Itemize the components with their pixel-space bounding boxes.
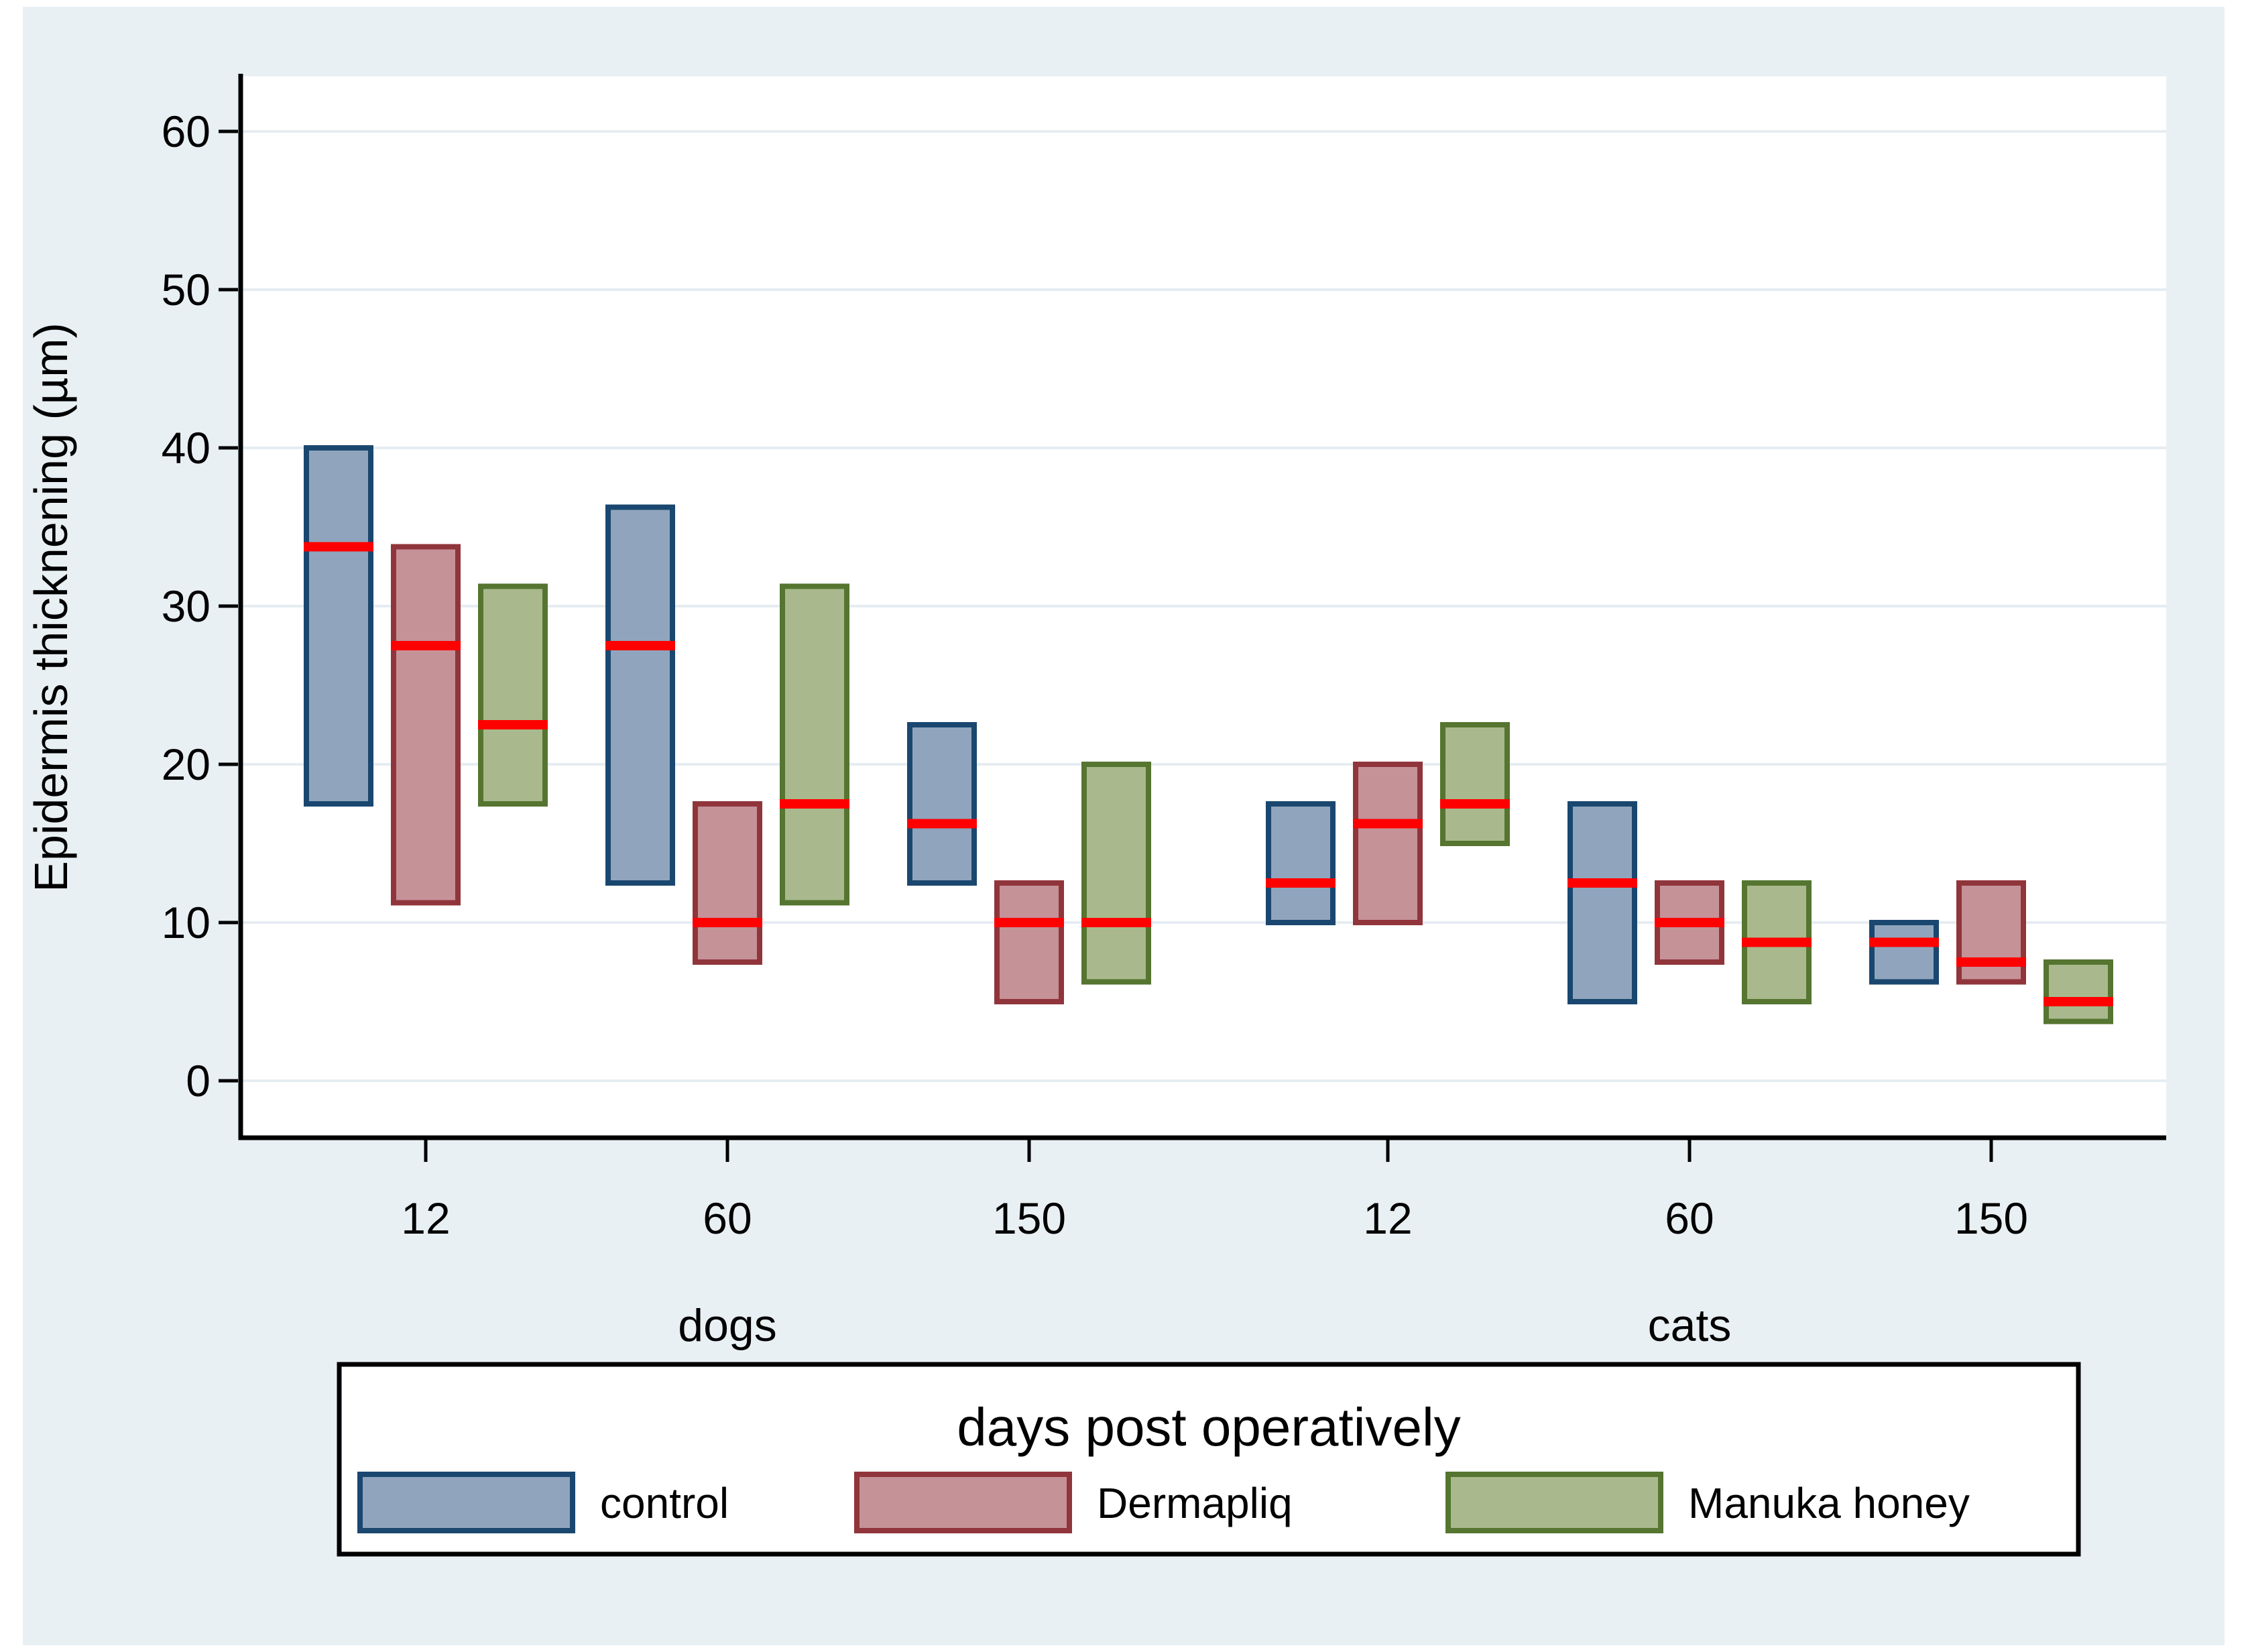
legend-swatch-manuka-honey <box>1445 1472 1663 1533</box>
median-line-manuka-honey-cats-60 <box>1742 937 1812 947</box>
median-line-manuka-honey-dogs-12 <box>478 720 548 729</box>
bar-manuka-honey-cats-12 <box>1440 722 1510 846</box>
bar-control-dogs-150 <box>907 722 977 886</box>
legend-label-dermapliq: Dermapliq <box>1097 1479 1293 1527</box>
axes <box>238 74 2166 1140</box>
median-line-dermapliq-cats-60 <box>1655 918 1724 927</box>
median-line-control-dogs-12 <box>304 542 373 552</box>
median-line-control-cats-150 <box>1869 937 1939 947</box>
legend-title: days post operatively <box>957 1397 1461 1457</box>
median-line-manuka-honey-cats-12 <box>1440 799 1510 809</box>
legend-label-manuka-honey: Manuka honey <box>1688 1479 1970 1527</box>
legend: days post operatively control Dermapliq Ma… <box>337 1362 2081 1557</box>
y-tick-label: 40 <box>162 423 211 473</box>
bar-manuka-honey-dogs-60 <box>780 583 849 906</box>
x-tick-label: 150 <box>1954 1193 2028 1243</box>
median-line-control-dogs-60 <box>605 641 675 650</box>
bar-control-cats-60 <box>1567 801 1637 1004</box>
bars <box>304 445 2113 1024</box>
median-line-manuka-honey-dogs-150 <box>1081 918 1151 927</box>
median-line-dermapliq-cats-150 <box>1956 957 2026 967</box>
median-line-control-cats-12 <box>1266 878 1336 888</box>
x-ticks: 12 60 150 12 60 150 <box>401 1140 2028 1243</box>
x-tick-label: 60 <box>1665 1193 1714 1243</box>
median-line-dermapliq-dogs-150 <box>994 918 1064 927</box>
x-tick-label: 60 <box>703 1193 752 1243</box>
bar-dermapliq-dogs-12 <box>391 544 461 906</box>
bar-manuka-honey-cats-150 <box>2044 959 2113 1024</box>
y-tick-label: 0 <box>186 1056 211 1106</box>
bar-dermapliq-cats-12 <box>1353 762 1423 925</box>
bar-manuka-honey-dogs-150 <box>1081 762 1151 985</box>
bar-control-cats-150 <box>1869 920 1939 985</box>
x-tick-label: 12 <box>1363 1193 1412 1243</box>
bar-dermapliq-dogs-60 <box>693 801 762 965</box>
x-tick-label: 12 <box>401 1193 450 1243</box>
legend-box <box>337 1362 2081 1557</box>
y-tick-label: 10 <box>162 898 211 947</box>
median-line-control-cats-60 <box>1567 878 1637 888</box>
y-ticks: 0 10 20 30 40 50 60 <box>162 107 238 1106</box>
y-tick-label: 60 <box>162 107 211 156</box>
median-line-dermapliq-dogs-60 <box>693 918 762 927</box>
legend-swatch-control <box>357 1472 575 1533</box>
median-line-dermapliq-dogs-12 <box>391 641 461 650</box>
group-label-dogs: dogs <box>678 1300 776 1351</box>
x-tick-label: 150 <box>992 1193 1066 1243</box>
bar-control-cats-12 <box>1266 801 1336 925</box>
y-axis-title: Epidermis thicknening (µm) <box>25 322 77 892</box>
y-tick-label: 30 <box>162 581 211 631</box>
legend-swatch-dermapliq <box>854 1472 1072 1533</box>
legend-label-control: control <box>600 1479 729 1527</box>
median-line-manuka-honey-dogs-60 <box>780 799 849 809</box>
bar-control-dogs-60 <box>605 504 675 886</box>
median-line-manuka-honey-cats-150 <box>2044 997 2113 1006</box>
median-line-dermapliq-cats-12 <box>1353 819 1423 829</box>
bar-dermapliq-dogs-150 <box>994 880 1064 1004</box>
legend-items: control Dermapliq Manuka honey <box>357 1472 1970 1533</box>
bar-dermapliq-cats-150 <box>1956 880 2026 985</box>
y-tick-label: 20 <box>162 740 211 789</box>
x-group-labels: dogs cats <box>678 1300 1731 1351</box>
bar-manuka-honey-dogs-12 <box>478 583 548 807</box>
median-line-control-dogs-150 <box>907 819 977 829</box>
group-label-cats: cats <box>1648 1300 1732 1351</box>
y-tick-label: 50 <box>162 265 211 314</box>
gridlines <box>243 130 2166 1082</box>
bar-control-dogs-12 <box>304 445 373 807</box>
